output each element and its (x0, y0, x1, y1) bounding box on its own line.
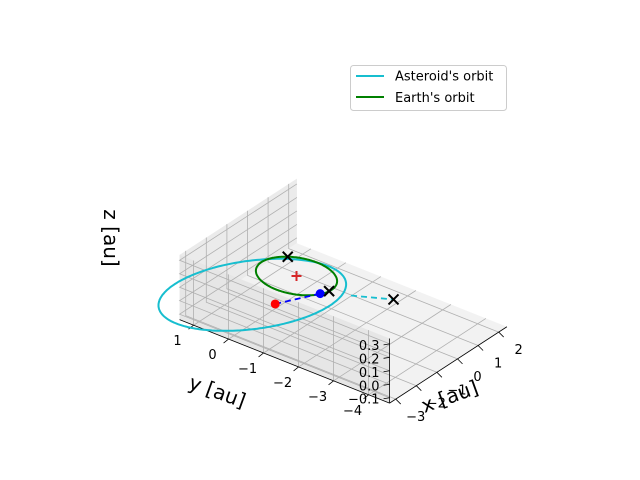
cross-marker (323, 285, 335, 297)
y-tick (293, 366, 299, 372)
x-tick (416, 385, 422, 391)
z-tick-label: 0.1 (359, 366, 380, 381)
z-gridline (178, 224, 390, 385)
position-marker (270, 299, 280, 309)
z-tick-label: 0.3 (359, 339, 380, 354)
y-tick-label: −4 (343, 404, 362, 419)
y-tick-label: −2 (273, 376, 292, 391)
dashed-connector (350, 294, 394, 301)
y-tick (328, 380, 334, 386)
z-gridline (178, 210, 390, 372)
z-tick-label: 0.2 (359, 352, 380, 367)
y-tick-label: 1 (173, 334, 181, 349)
z-tick (383, 397, 390, 400)
axes-lines (179, 319, 508, 404)
y-tick-label: −1 (238, 362, 257, 377)
x-tick (395, 398, 402, 405)
plus-marker (291, 271, 302, 281)
x-gridline (267, 197, 479, 346)
x-tick-label: 2 (515, 343, 523, 358)
z-tick-label: −0.1 (348, 393, 380, 408)
x-tick (477, 345, 484, 351)
x-gridline (205, 237, 417, 387)
y-tick (258, 352, 264, 358)
legend-label-earth: Earth's orbit (395, 91, 475, 106)
asteroid-orbit-line (157, 257, 348, 332)
position-marker (315, 289, 325, 299)
y-tick-label: 0 (208, 348, 216, 363)
plot-content (157, 251, 400, 332)
x-gridline (288, 183, 499, 333)
x-tick-label: 1 (494, 356, 502, 371)
z-gridline (178, 237, 390, 399)
cross-marker-stroke (323, 285, 335, 297)
legend-label-asteroid: Asteroid's orbit (395, 70, 493, 85)
y-axis-line (179, 319, 390, 404)
x-axis-label: x [au] (418, 375, 481, 418)
x-tick-label: −3 (406, 410, 425, 425)
z-tick (383, 370, 390, 373)
x-tick (436, 372, 443, 378)
x-tick (498, 331, 504, 338)
earth-orbit-line (254, 255, 339, 297)
z-tick (383, 343, 390, 346)
cross-marker (387, 293, 400, 306)
cross-marker (282, 251, 294, 263)
x-gridline (185, 250, 396, 400)
y-tick (363, 394, 369, 400)
cross-marker-stroke (282, 251, 294, 263)
z-gridline (178, 183, 390, 345)
z-gridline (178, 197, 390, 358)
y-tick (223, 338, 229, 344)
x-tick-label: −2 (427, 397, 446, 412)
z-tick (383, 383, 390, 386)
x-tick (457, 358, 463, 365)
z-tick-label: 0.0 (359, 379, 380, 394)
x-axis-line (389, 326, 508, 404)
y-tick-label: −3 (308, 390, 327, 405)
x-tick-label: −1 (447, 383, 466, 398)
x-gridline (247, 210, 458, 360)
cross-marker-stroke (387, 293, 400, 306)
dashed-connector (275, 292, 321, 305)
legend-frame (350, 65, 507, 111)
legend: Asteroid's orbit Earth's orbit (350, 65, 507, 111)
x-tick-label: 0 (473, 370, 481, 385)
z-tick (383, 356, 390, 359)
x-gridline (226, 224, 438, 373)
z-axis-label: z [au] (99, 209, 123, 266)
